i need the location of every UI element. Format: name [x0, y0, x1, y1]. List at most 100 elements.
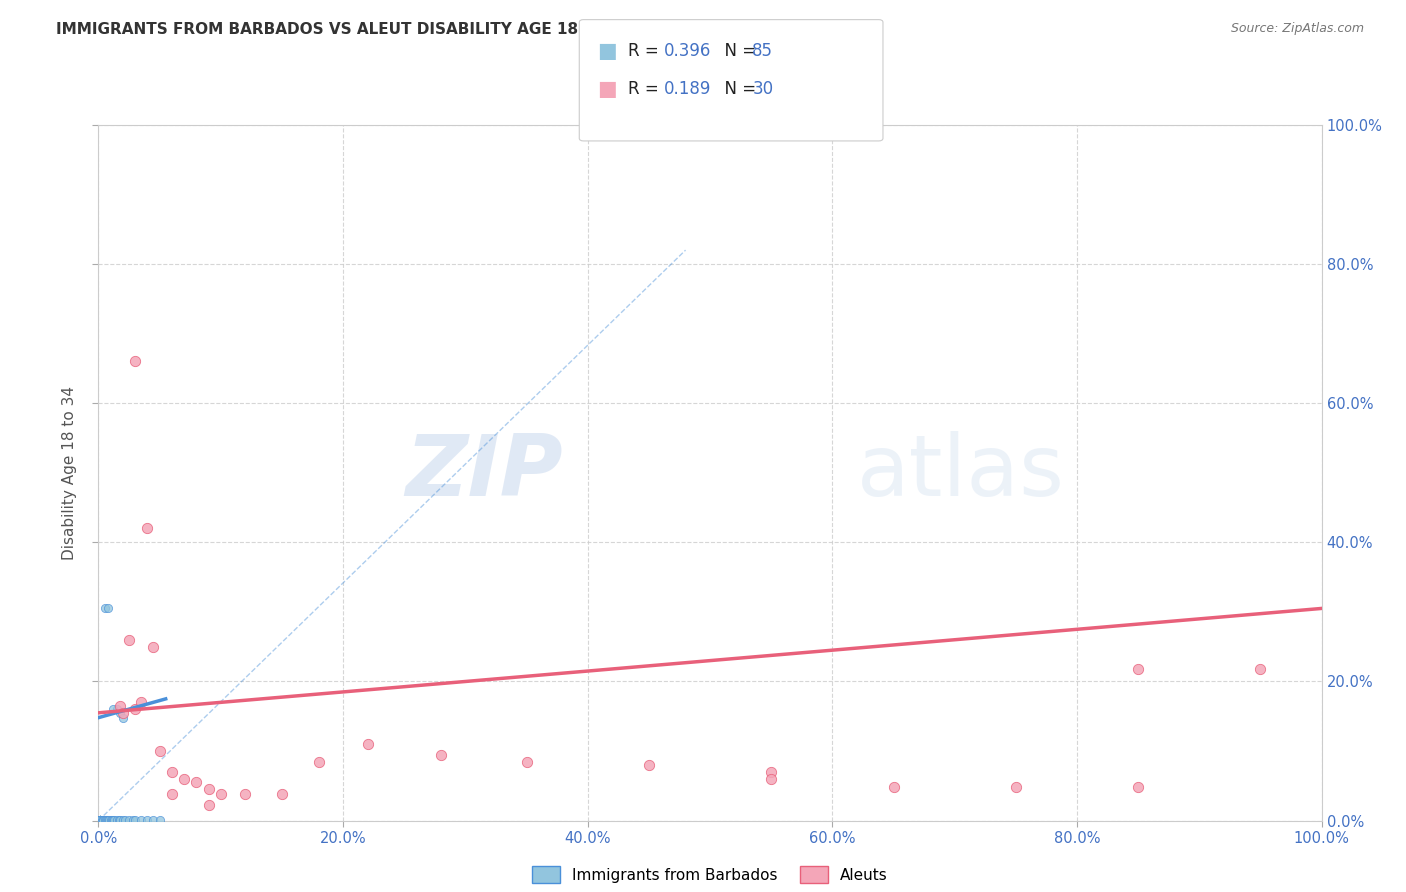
Text: 0.396: 0.396 — [664, 42, 711, 60]
Point — [101, 813, 124, 827]
Point — [89, 813, 111, 827]
Point — [101, 702, 124, 716]
Point — [89, 813, 111, 827]
Point — [233, 787, 256, 801]
Point — [118, 813, 141, 827]
Point — [160, 764, 183, 779]
Text: R =: R = — [628, 42, 665, 60]
Point — [111, 711, 134, 725]
Point — [89, 813, 111, 827]
Point — [89, 813, 111, 827]
Point — [89, 813, 111, 827]
Point — [89, 813, 111, 827]
Point — [100, 813, 122, 827]
Point — [94, 813, 117, 827]
Point — [103, 813, 125, 827]
Text: 0.189: 0.189 — [664, 80, 711, 98]
Point — [89, 813, 111, 827]
Point — [1004, 780, 1026, 795]
Point — [136, 813, 159, 827]
Point — [89, 813, 111, 827]
Point — [142, 813, 165, 827]
Point — [89, 813, 111, 827]
Point — [93, 601, 115, 615]
Point — [89, 813, 111, 827]
Point — [108, 813, 131, 827]
Point — [89, 813, 111, 827]
Point — [124, 813, 146, 827]
Point — [142, 640, 165, 654]
Point — [197, 782, 219, 797]
Point — [89, 813, 111, 827]
Point — [308, 755, 330, 769]
Point — [638, 758, 661, 772]
Text: 85: 85 — [752, 42, 773, 60]
Point — [101, 813, 124, 827]
Point — [160, 787, 183, 801]
Point — [89, 813, 111, 827]
Point — [89, 813, 111, 827]
Point — [515, 755, 537, 769]
Point — [89, 813, 111, 827]
Point — [270, 787, 294, 801]
Point — [89, 813, 111, 827]
Text: IMMIGRANTS FROM BARBADOS VS ALEUT DISABILITY AGE 18 TO 34 CORRELATION CHART: IMMIGRANTS FROM BARBADOS VS ALEUT DISABI… — [56, 22, 821, 37]
Point — [149, 744, 172, 758]
Text: ■: ■ — [598, 41, 617, 61]
Point — [761, 764, 783, 779]
Point — [89, 813, 111, 827]
Point — [136, 521, 159, 535]
Point — [89, 813, 111, 827]
Point — [93, 813, 115, 827]
Point — [124, 702, 146, 716]
Point — [91, 813, 114, 827]
Point — [98, 813, 121, 827]
Point — [1128, 780, 1150, 795]
Point — [89, 813, 111, 827]
Point — [89, 813, 111, 827]
Point — [89, 813, 111, 827]
Point — [89, 813, 111, 827]
Point — [121, 813, 143, 827]
Point — [91, 813, 114, 827]
Y-axis label: Disability Age 18 to 34: Disability Age 18 to 34 — [62, 385, 77, 560]
Point — [89, 813, 111, 827]
Point — [89, 813, 111, 827]
Point — [89, 813, 111, 827]
Point — [89, 813, 111, 827]
Point — [89, 813, 111, 827]
Point — [118, 632, 141, 647]
Point — [89, 813, 111, 827]
Text: R =: R = — [628, 80, 665, 98]
Point — [89, 813, 111, 827]
Text: ZIP: ZIP — [405, 431, 564, 515]
Point — [761, 772, 783, 786]
Point — [111, 813, 134, 827]
Point — [89, 813, 111, 827]
Point — [173, 772, 195, 786]
Point — [89, 813, 111, 827]
Point — [89, 813, 111, 827]
Point — [89, 813, 111, 827]
Point — [97, 601, 120, 615]
Point — [89, 813, 111, 827]
Point — [89, 813, 111, 827]
Text: N =: N = — [714, 80, 762, 98]
Point — [89, 813, 111, 827]
Point — [89, 813, 111, 827]
Point — [89, 813, 111, 827]
Point — [89, 813, 111, 827]
Point — [89, 813, 111, 827]
Point — [89, 813, 111, 827]
Text: 30: 30 — [752, 80, 773, 98]
Point — [96, 813, 118, 827]
Point — [89, 813, 111, 827]
Text: Source: ZipAtlas.com: Source: ZipAtlas.com — [1230, 22, 1364, 36]
Point — [129, 813, 152, 827]
Point — [89, 813, 111, 827]
Point — [89, 813, 111, 827]
Point — [89, 813, 111, 827]
Point — [89, 813, 111, 827]
Point — [111, 706, 134, 720]
Point — [89, 813, 111, 827]
